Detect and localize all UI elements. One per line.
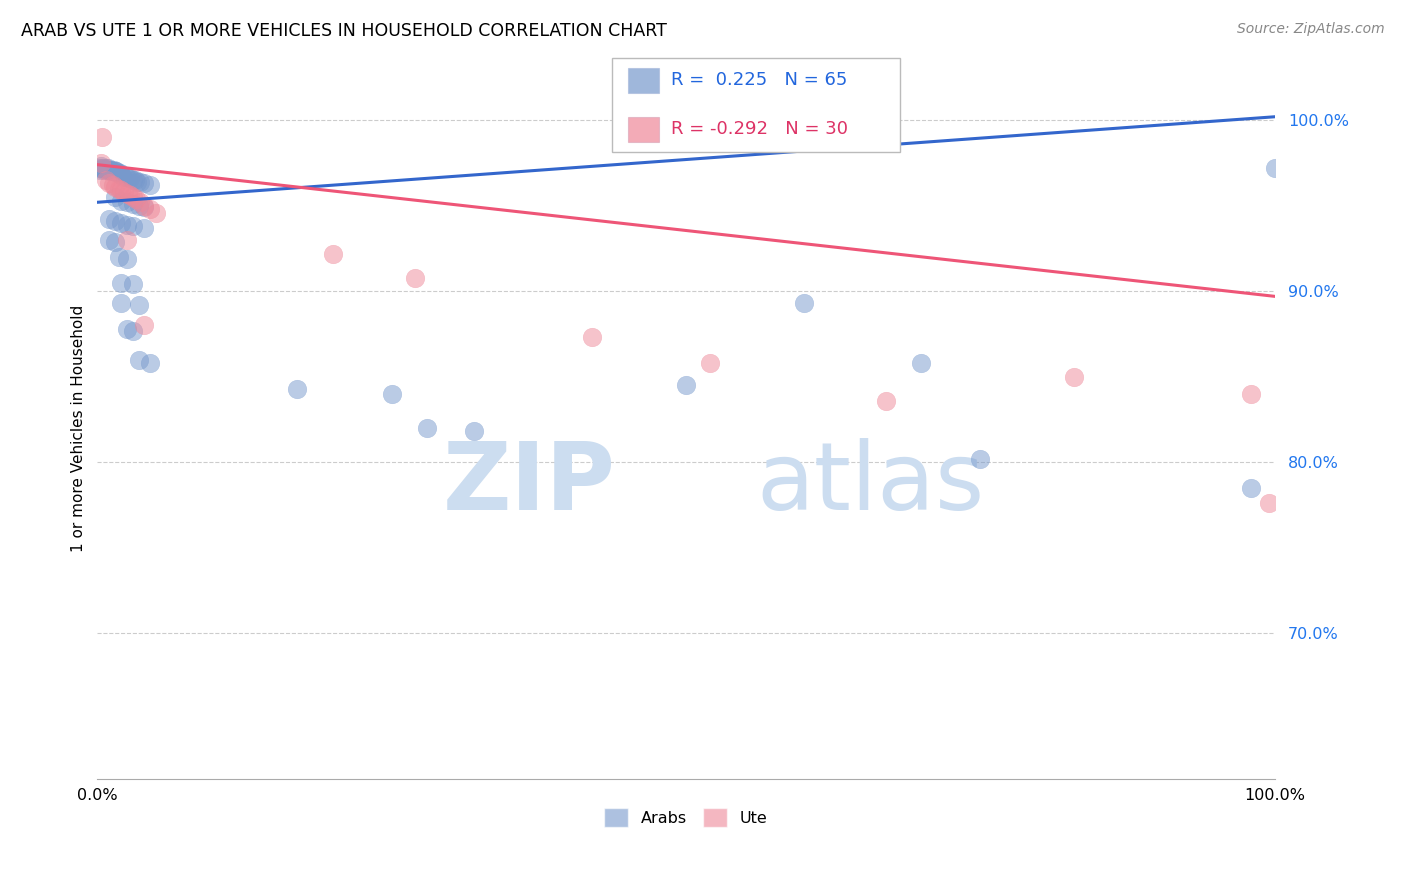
Point (98, 177, 121, 191)
Point (134, 199, 156, 213)
Point (104, 190, 127, 204)
Point (91, 161, 114, 175)
Point (121, 197, 143, 211)
Point (1063, 369, 1085, 384)
Text: ZIP: ZIP (443, 438, 616, 530)
Point (115, 252, 138, 266)
Point (107, 181, 129, 195)
Point (94, 161, 117, 175)
Point (145, 205, 167, 219)
Point (89, 162, 111, 177)
Text: R =  0.225   N = 65: R = 0.225 N = 65 (671, 71, 846, 89)
Point (875, 393, 897, 408)
Point (96, 162, 118, 177)
Point (581, 330, 603, 344)
Point (124, 173, 146, 187)
Point (404, 270, 426, 285)
Point (127, 175, 149, 189)
Point (121, 277, 143, 292)
Point (104, 214, 127, 228)
Point (121, 324, 143, 338)
Y-axis label: 1 or more Vehicles in Household: 1 or more Vehicles in Household (72, 304, 86, 551)
Point (91, 130, 114, 145)
Point (112, 185, 135, 199)
Point (93, 162, 115, 177)
Point (121, 190, 143, 204)
Point (110, 183, 132, 197)
Point (139, 202, 162, 216)
Point (128, 175, 150, 189)
Point (128, 199, 150, 213)
Point (98, 233, 121, 247)
Point (121, 173, 143, 187)
Point (134, 318, 156, 333)
Text: R = -0.292   N = 30: R = -0.292 N = 30 (671, 120, 848, 138)
Point (322, 246, 344, 260)
Point (101, 178, 124, 193)
Point (128, 195, 150, 210)
Point (117, 186, 139, 201)
Point (463, 425, 485, 439)
Point (128, 298, 150, 312)
Point (115, 233, 138, 247)
Point (103, 162, 125, 177)
Point (110, 296, 132, 310)
Point (114, 169, 136, 184)
Point (110, 276, 132, 290)
Point (107, 250, 129, 264)
Point (115, 218, 138, 232)
Point (104, 164, 127, 178)
Point (120, 188, 142, 202)
Point (90, 156, 112, 170)
Point (699, 356, 721, 370)
Point (115, 322, 138, 336)
Point (117, 171, 139, 186)
Point (1264, 161, 1286, 175)
Point (110, 194, 132, 208)
Point (98, 164, 121, 178)
Point (91, 161, 114, 175)
Point (134, 221, 156, 235)
Point (121, 219, 143, 234)
Point (134, 201, 156, 215)
Point (98, 212, 121, 227)
Point (104, 180, 127, 194)
Point (97, 161, 120, 175)
Point (108, 166, 131, 180)
Point (139, 178, 162, 193)
Point (793, 296, 815, 310)
Point (128, 352, 150, 367)
Point (87, 161, 110, 175)
Point (910, 356, 932, 370)
Point (416, 421, 439, 435)
Point (120, 171, 142, 186)
Point (134, 177, 156, 191)
Point (101, 164, 124, 178)
Point (969, 451, 991, 466)
Point (112, 169, 135, 184)
Text: ARAB VS UTE 1 OR MORE VEHICLES IN HOUSEHOLD CORRELATION CHART: ARAB VS UTE 1 OR MORE VEHICLES IN HOUSEH… (21, 22, 666, 40)
Point (104, 235, 127, 249)
Legend: Arabs, Ute: Arabs, Ute (598, 801, 775, 834)
Point (98, 162, 121, 177)
Point (90, 160, 112, 174)
Point (1240, 386, 1263, 401)
Point (1240, 481, 1263, 495)
Point (139, 356, 162, 370)
Text: Source: ZipAtlas.com: Source: ZipAtlas.com (1237, 22, 1385, 37)
Point (125, 192, 148, 206)
Point (94, 173, 117, 187)
Point (105, 166, 128, 180)
Point (381, 386, 404, 401)
Point (107, 166, 129, 180)
Point (105, 164, 128, 178)
Point (675, 378, 697, 392)
Text: atlas: atlas (756, 438, 984, 530)
Point (287, 382, 309, 396)
Point (110, 216, 132, 230)
Point (110, 168, 132, 182)
Point (100, 162, 122, 177)
Point (115, 195, 138, 210)
Point (1257, 496, 1279, 510)
